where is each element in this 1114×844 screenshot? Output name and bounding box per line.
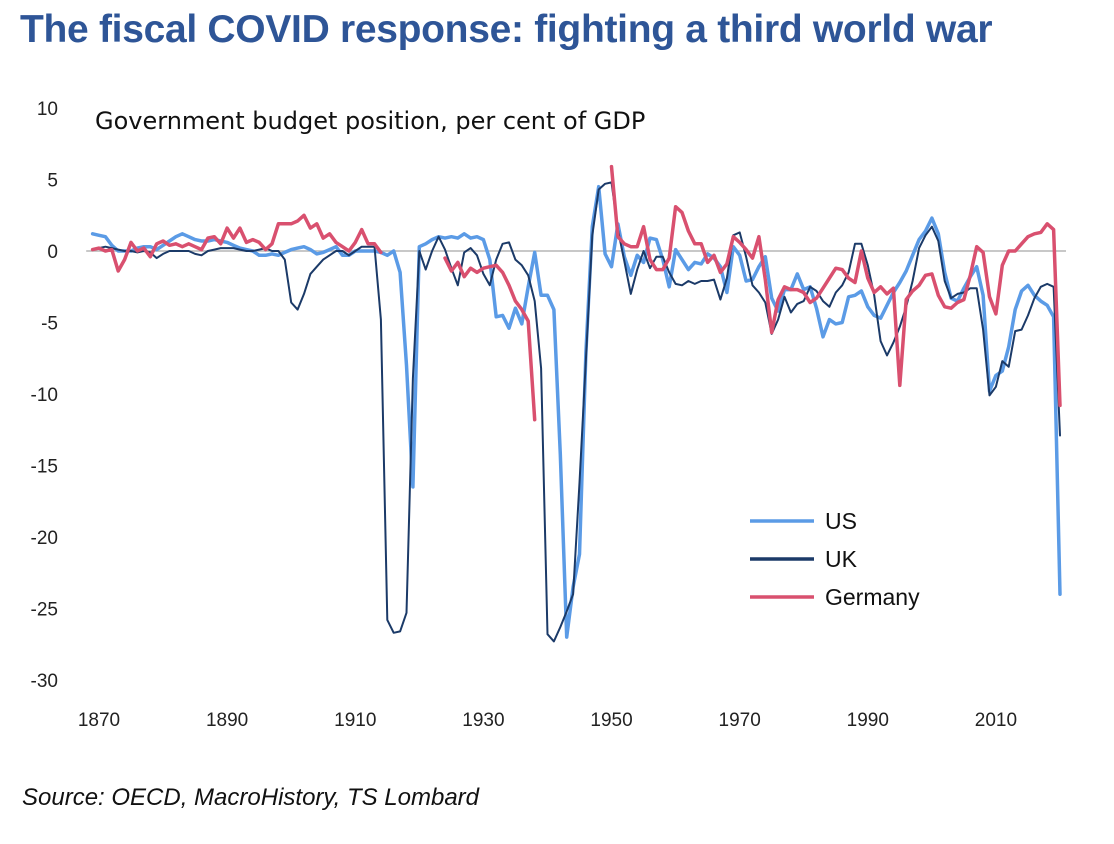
y-tick-label: -15 (31, 457, 58, 478)
x-tick-label: 2010 (975, 710, 1017, 731)
x-tick-label: 1970 (719, 710, 761, 731)
y-tick-label: 0 (47, 242, 58, 263)
x-tick-label: 1870 (78, 710, 120, 731)
x-axis: 1870 1890 1910 1930 1950 1970 1990 2010 (78, 710, 1017, 731)
budget-line-chart: Government budget position, per cent of … (31, 99, 1066, 731)
chart-title: Government budget position, per cent of … (95, 107, 645, 135)
y-tick-label: -10 (31, 385, 58, 406)
series-line-germany (609, 164, 1062, 408)
series-line-uk (91, 181, 1061, 643)
series-line-germany (443, 256, 537, 422)
legend-label-us: US (825, 508, 857, 534)
y-tick-label: -30 (31, 671, 58, 692)
y-axis: 10 5 0 -5 -10 -15 -20 -25 -30 (31, 99, 58, 692)
x-tick-label: 1910 (334, 710, 376, 731)
y-tick-label: 10 (37, 99, 58, 120)
headline: The fiscal COVID response: fighting a th… (20, 8, 993, 51)
x-tick-label: 1930 (462, 710, 504, 731)
y-tick-label: -5 (41, 314, 58, 335)
x-tick-label: 1890 (206, 710, 248, 731)
series-lines (90, 164, 1062, 643)
legend: US UK Germany (750, 508, 920, 610)
y-tick-label: -25 (31, 600, 58, 621)
y-tick-label: -20 (31, 528, 58, 549)
source-note: Source: OECD, MacroHistory, TS Lombard (22, 784, 480, 811)
series-line-us (90, 184, 1062, 639)
legend-label-uk: UK (825, 546, 858, 572)
legend-label-germany: Germany (825, 584, 920, 610)
series-line-germany (90, 213, 383, 273)
x-tick-label: 1990 (847, 710, 889, 731)
x-tick-label: 1950 (590, 710, 632, 731)
y-tick-label: 5 (47, 171, 58, 192)
